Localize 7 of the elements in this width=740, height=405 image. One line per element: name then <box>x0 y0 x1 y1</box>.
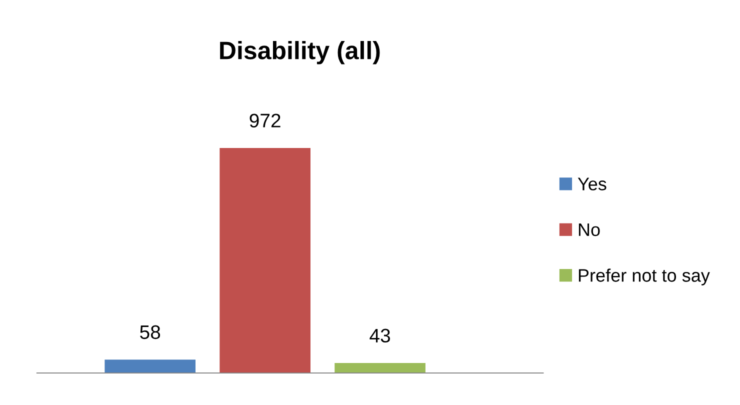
data-label: 43 <box>370 328 390 343</box>
data-label: 58 <box>140 325 160 340</box>
legend-label: Prefer not to say <box>578 268 710 286</box>
legend-label: No <box>578 224 600 236</box>
chart-title: Disability (all) <box>220 41 380 64</box>
data-label: 972 <box>250 114 280 128</box>
legend-label: Yes <box>578 178 606 190</box>
